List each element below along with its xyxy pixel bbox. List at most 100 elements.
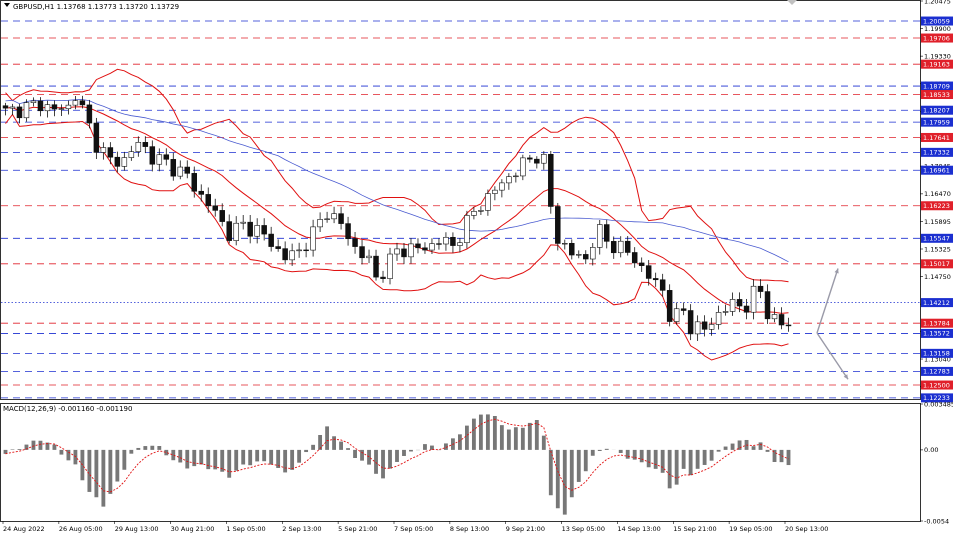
price-tick-label: 1.14750: [924, 273, 951, 281]
level-label-box: [921, 259, 953, 269]
level-label: 1.13158: [923, 350, 950, 358]
level-label-box: [921, 147, 953, 157]
candle-body: [645, 265, 652, 279]
candle-body: [254, 225, 260, 237]
level-label: 1.12233: [923, 394, 950, 402]
candle-body: [289, 250, 295, 261]
macd-tick-label: -0.0054: [924, 517, 949, 525]
level-label-box: [921, 132, 953, 142]
level-label-box: [921, 393, 953, 403]
candle-body: [191, 173, 198, 192]
candle-body: [666, 290, 673, 322]
candle-body: [86, 104, 93, 124]
candle-body: [219, 210, 225, 222]
candle-body: [156, 154, 163, 165]
candle-body: [233, 222, 239, 241]
level-label: 1.20059: [923, 17, 950, 25]
candle-body: [51, 104, 58, 110]
candle-body: [100, 147, 107, 153]
candle-body: [722, 311, 729, 313]
time-axis: 24 Aug 2022 26 Aug 05:00 29 Aug 13:00 30 Au…: [2, 521, 828, 533]
candle-body: [177, 166, 184, 177]
candle-body: [394, 248, 400, 255]
candle-body: [673, 308, 680, 322]
level-label-box: [921, 328, 953, 338]
candle-body: [16, 106, 23, 119]
moving-average: [5, 99, 789, 263]
candle-body: [23, 102, 30, 119]
candle-body: [324, 218, 330, 220]
candle-body: [513, 175, 519, 178]
candle-body: [534, 158, 540, 164]
candle-body: [583, 254, 589, 260]
candle-body: [373, 255, 379, 278]
candle-body: [387, 253, 393, 279]
price-tick-label: 1.15325: [924, 245, 951, 253]
candle-body: [282, 248, 288, 261]
candle-body: [338, 213, 344, 224]
candle-body: [771, 314, 778, 320]
scenario-arrow-down: [816, 332, 849, 380]
candle-body: [366, 255, 372, 259]
time-tick-label: 20 Sep 13:00: [785, 525, 828, 533]
level-label-box: [921, 16, 953, 26]
scenario-arrow-up: [816, 268, 839, 334]
level-label: 1.15547: [923, 235, 950, 243]
candle-body: [778, 314, 785, 326]
macd-tick-label: 0.003485: [924, 400, 953, 408]
candle-body: [471, 210, 477, 216]
candle-body: [345, 223, 351, 240]
level-label: 1.16961: [923, 167, 950, 175]
macd-panel[interactable]: 0.003485 0.00 -0.0054 MACD(12,26,9) -0.001…: [0, 400, 953, 525]
level-label: 1.16223: [923, 202, 950, 210]
macd-axis-ticks: 0.003485 0.00 -0.0054: [920, 400, 953, 525]
level-label-box: [921, 90, 953, 100]
scenario-arrows: [816, 268, 849, 380]
candle-body: [93, 122, 100, 153]
price-panel[interactable]: 1.204751.199001.193301.187601.181851.176…: [0, 0, 953, 403]
candle-body: [624, 240, 631, 253]
candle-body: [37, 100, 44, 112]
level-label: 1.13784: [923, 320, 950, 328]
candle-body: [408, 243, 414, 258]
chart-shift-marker-icon[interactable]: [787, 0, 797, 5]
macd-signal-line: [5, 418, 789, 493]
candle-body: [2, 105, 9, 109]
candle-body: [555, 206, 561, 244]
dropdown-arrow-icon[interactable]: [4, 3, 10, 7]
time-tick-label: 5 Sep 21:00: [338, 525, 377, 533]
arrowhead-down-icon: [843, 374, 848, 380]
candle-body: [708, 324, 715, 330]
price-tick-label: 1.19900: [924, 25, 951, 33]
time-tick-label: 1 Sep 05:00: [226, 525, 265, 533]
candle-body: [310, 226, 316, 251]
level-label: 1.18709: [923, 82, 950, 90]
candle-body: [450, 236, 456, 246]
candle-body: [170, 159, 177, 177]
level-label: 1.17641: [923, 134, 950, 142]
macd-histogram: [3, 414, 791, 515]
candle-body: [359, 246, 365, 259]
level-label: 1.17332: [923, 149, 950, 157]
candle-body: [352, 238, 358, 247]
candle-body: [226, 221, 232, 241]
level-label: 1.17959: [923, 118, 950, 126]
level-label: 1.18533: [923, 91, 950, 99]
candle-body: [114, 156, 121, 167]
time-tick-label: 26 Aug 05:00: [59, 525, 103, 533]
candle-body: [478, 210, 484, 212]
candle-body: [443, 236, 449, 245]
time-tick-label: 29 Aug 13:00: [115, 525, 159, 533]
arrowhead-up-icon: [834, 268, 839, 274]
candle-body: [527, 157, 533, 160]
candle-body: [520, 157, 526, 177]
level-label: 1.14212: [923, 299, 950, 307]
candle-body: [485, 193, 491, 211]
price-panel-frame: [0, 0, 921, 400]
candle-body: [736, 299, 743, 307]
moving-average-line: [5, 99, 789, 263]
candle-body: [541, 154, 547, 164]
time-tick-label: 13 Sep 05:00: [562, 525, 605, 533]
